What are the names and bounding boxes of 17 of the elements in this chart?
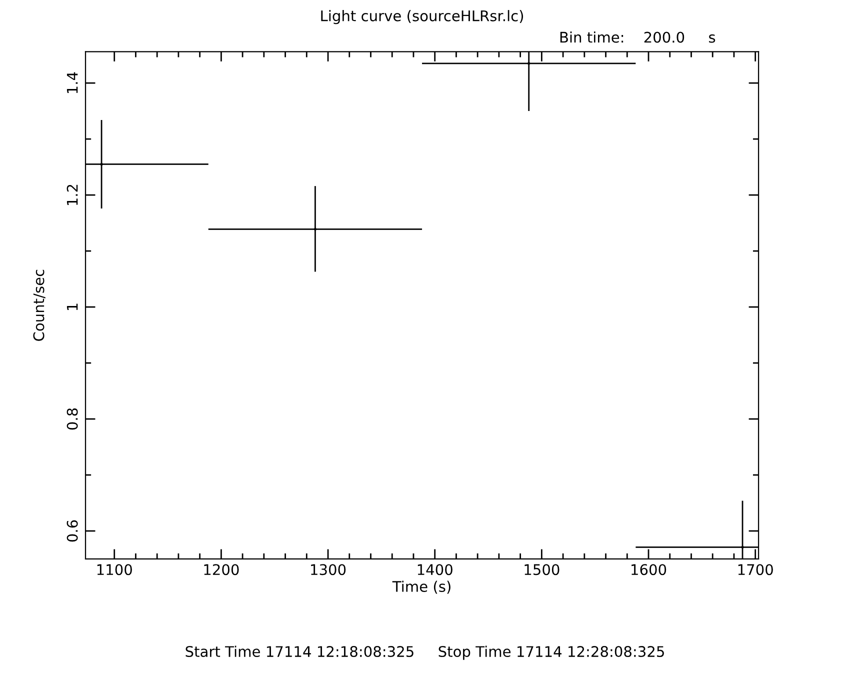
y-tick-label: 1	[66, 304, 78, 310]
y-tick-label: 0.8	[66, 408, 78, 430]
x-axis-title: Time (s)	[392, 580, 450, 594]
x-tick-label: 1700	[738, 564, 773, 576]
x-tick-label: 1600	[632, 564, 666, 576]
x-tick-label: 1500	[524, 564, 560, 576]
x-tick-label: 1300	[311, 564, 346, 576]
x-tick-label: 1100	[97, 564, 132, 576]
y-tick-label: 1.2	[66, 184, 78, 206]
chart-title: Light curve (sourceHLRsr.lc)	[321, 10, 524, 24]
chart-subtitle: Bin time: 200.0 s	[560, 31, 716, 43]
y-tick-label: 1.4	[66, 72, 78, 94]
x-tick-label: 1200	[204, 564, 239, 576]
x-tick-label: 1400	[418, 564, 452, 576]
text: Start Time 17114 12:18:08:325 Stop Time 17114 12:28:08:325	[186, 646, 664, 660]
y-axis-title: Count/sec	[33, 270, 46, 341]
y-tick-label: 0.6	[66, 520, 78, 542]
